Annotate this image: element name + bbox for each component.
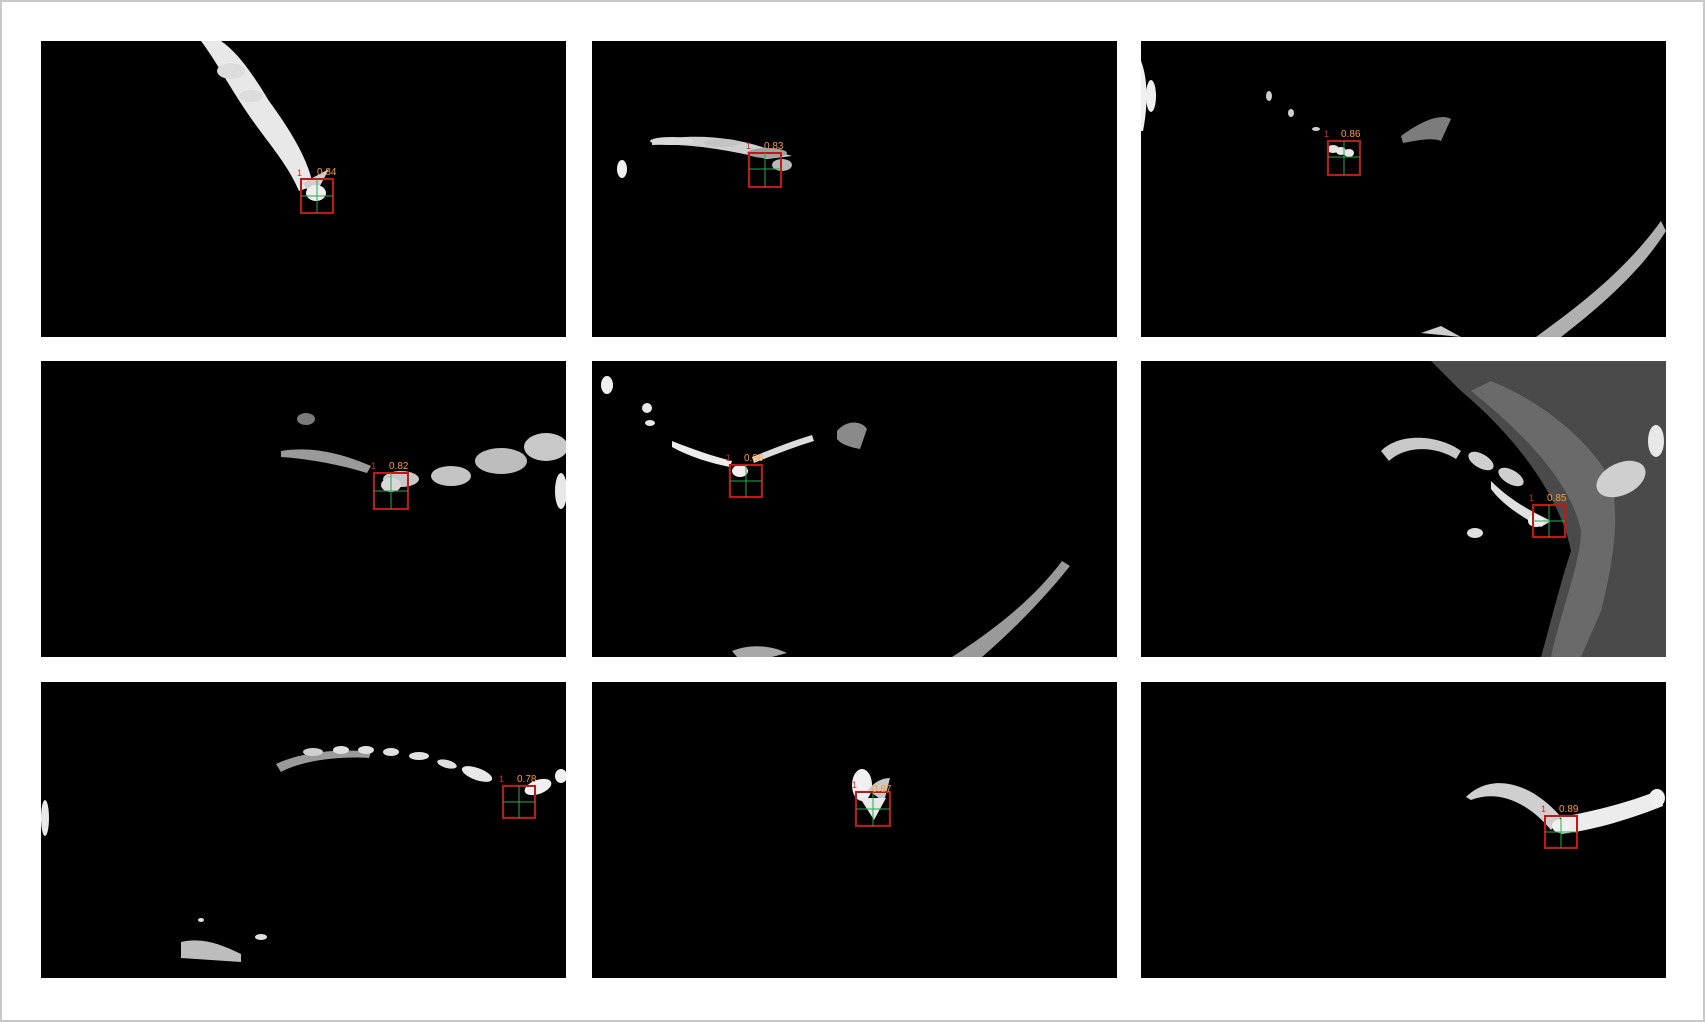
mask-image: 1 0.85 [1381, 361, 1666, 657]
confidence-score: 0.82 [389, 461, 409, 472]
mask-image: 1 0.83 [617, 136, 792, 188]
track-id: 1 [1529, 493, 1534, 503]
mask-image: 1 0.78 [41, 746, 566, 962]
confidence-score: 0.86 [744, 453, 764, 464]
detection-box: 1 0.82 [371, 461, 409, 510]
confidence-score: 0.87 [872, 784, 892, 795]
detection-box: 1 0.84 [297, 167, 337, 214]
mask-image: 1 0.86 [601, 376, 1070, 657]
detection-panel: 1 0.86 [592, 361, 1117, 657]
detection-panel: 1 0.87 [592, 682, 1117, 978]
track-id: 1 [852, 780, 857, 790]
track-id: 1 [371, 461, 376, 471]
detection-panel: 1 0.84 [41, 41, 566, 337]
track-id: 1 [726, 453, 731, 463]
detection-panel: 1 0.86 [1141, 41, 1666, 337]
mask-image: 1 0.86 [1141, 61, 1666, 337]
track-id: 1 [1324, 129, 1329, 139]
detection-box: 1 0.87 [852, 780, 892, 827]
detection-panel: 1 0.82 [41, 361, 566, 657]
detection-panel: 1 0.85 [1141, 361, 1666, 657]
detection-box: 1 0.83 [746, 141, 784, 188]
detection-panel: 1 0.78 [41, 682, 566, 978]
detection-box: 1 0.89 [1541, 804, 1579, 849]
confidence-score: 0.89 [1559, 804, 1579, 815]
mask-image: 1 0.84 [201, 41, 337, 214]
detection-box: 1 0.78 [499, 774, 537, 819]
detection-panel: 1 0.89 [1141, 682, 1666, 978]
detection-box: 1 0.86 [1324, 129, 1361, 176]
track-id: 1 [746, 141, 751, 151]
detection-box: 1 0.85 [1529, 493, 1567, 538]
confidence-score: 0.83 [764, 141, 784, 152]
detection-box: 1 0.86 [726, 453, 764, 498]
mask-image: 1 0.89 [1466, 783, 1665, 849]
mask-image: 1 0.82 [281, 413, 566, 510]
track-id: 1 [1541, 804, 1546, 814]
track-id: 1 [297, 168, 302, 178]
detection-panel: 1 0.83 [592, 41, 1117, 337]
confidence-score: 0.85 [1547, 493, 1567, 504]
confidence-score: 0.78 [517, 774, 537, 785]
mask-image: 1 0.87 [852, 769, 892, 827]
confidence-score: 0.84 [317, 167, 337, 178]
track-id: 1 [499, 774, 504, 784]
confidence-score: 0.86 [1341, 129, 1361, 140]
